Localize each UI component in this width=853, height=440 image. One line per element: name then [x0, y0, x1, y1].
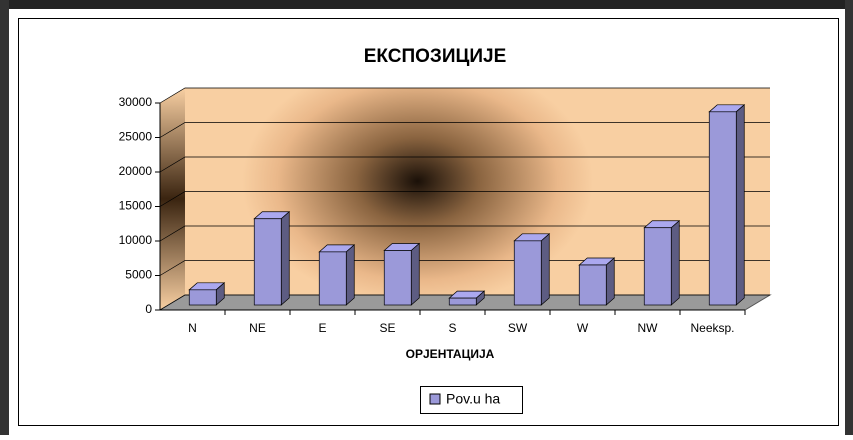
- y-tick-label: 5000: [125, 268, 152, 282]
- bar: [318, 251, 347, 306]
- y-tick-label: 20000: [119, 164, 153, 178]
- grid-line: [159, 156, 770, 173]
- y-tick-label: 25000: [119, 130, 153, 144]
- bar: [448, 297, 477, 306]
- grid-line: [159, 191, 770, 207]
- y-tick-label: 10000: [119, 233, 153, 247]
- legend-swatch: [429, 393, 441, 405]
- bar-side: [345, 244, 355, 306]
- y-tick-label: 30000: [119, 95, 153, 109]
- frame-right: [845, 0, 853, 435]
- grid-line: [159, 122, 770, 138]
- bar: [578, 264, 607, 306]
- x-tick-label: S: [448, 321, 456, 335]
- bar: [383, 250, 412, 306]
- bar-side: [540, 233, 550, 306]
- bar-side: [735, 104, 745, 306]
- chart-title: ЕКСПОЗИЦИЈЕ: [364, 46, 507, 67]
- grid-line: [159, 260, 770, 276]
- x-tick-label: SE: [379, 321, 395, 335]
- grid-line: [159, 225, 770, 242]
- bar-side: [670, 219, 680, 306]
- bar: [708, 111, 737, 306]
- frame-top: [0, 0, 853, 9]
- x-tick-label: NE: [249, 321, 266, 335]
- y-tick-label: 0: [145, 302, 152, 316]
- x-tick-label: NW: [638, 321, 659, 335]
- x-tick-label: E: [318, 321, 326, 335]
- bar: [513, 240, 542, 306]
- grid-line: [159, 87, 770, 104]
- grid-line: [159, 294, 770, 311]
- legend-label: Pov.u ha: [446, 391, 500, 407]
- bar-side: [605, 257, 615, 306]
- x-tick-label: SW: [508, 321, 528, 335]
- x-tick-label: Neeksp.: [690, 321, 734, 335]
- bar: [643, 227, 672, 306]
- bar-side: [280, 210, 290, 306]
- plot: 0 5000 10000 15000 20000 25000 30000 N NE E SE S SW W…: [119, 87, 770, 335]
- bar: [188, 289, 217, 306]
- frame-left: [0, 0, 9, 435]
- x-axis-title: ОРЈЕНТАЦИЈА: [406, 347, 495, 361]
- x-tick-label: W: [577, 321, 589, 335]
- y-tick-label: 15000: [119, 199, 153, 213]
- bar-side: [410, 242, 420, 306]
- bar: [253, 218, 282, 306]
- x-tick-label: N: [188, 321, 197, 335]
